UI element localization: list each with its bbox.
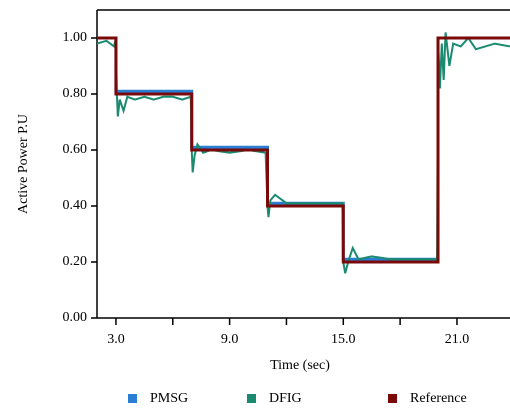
y-tick-label: 0.20 [63,254,88,269]
series-line [97,36,510,261]
legend-swatch [388,394,397,403]
legend-swatch [128,394,137,403]
y-tick-label: 0.60 [63,142,88,157]
y-tick-label: 0.80 [63,86,88,101]
y-tick-label: 0.00 [63,310,88,325]
x-tick-label: 3.0 [107,332,125,347]
y-tick-label: 1.00 [63,30,88,45]
x-axis-label: Time (sec) [270,358,330,373]
y-tick-label: 0.40 [63,198,88,213]
x-tick-label: 9.0 [221,332,239,347]
legend-label: Reference [410,391,467,406]
legend-label: DFIG [269,391,302,406]
legend-label: PMSG [150,391,188,406]
y-axis-label: Active Power P.U [16,114,31,214]
series-line [96,32,510,274]
legend-swatch [247,394,256,403]
series-line [97,36,510,264]
x-tick-label: 21.0 [445,332,470,347]
x-tick-label: 15.0 [331,332,356,347]
